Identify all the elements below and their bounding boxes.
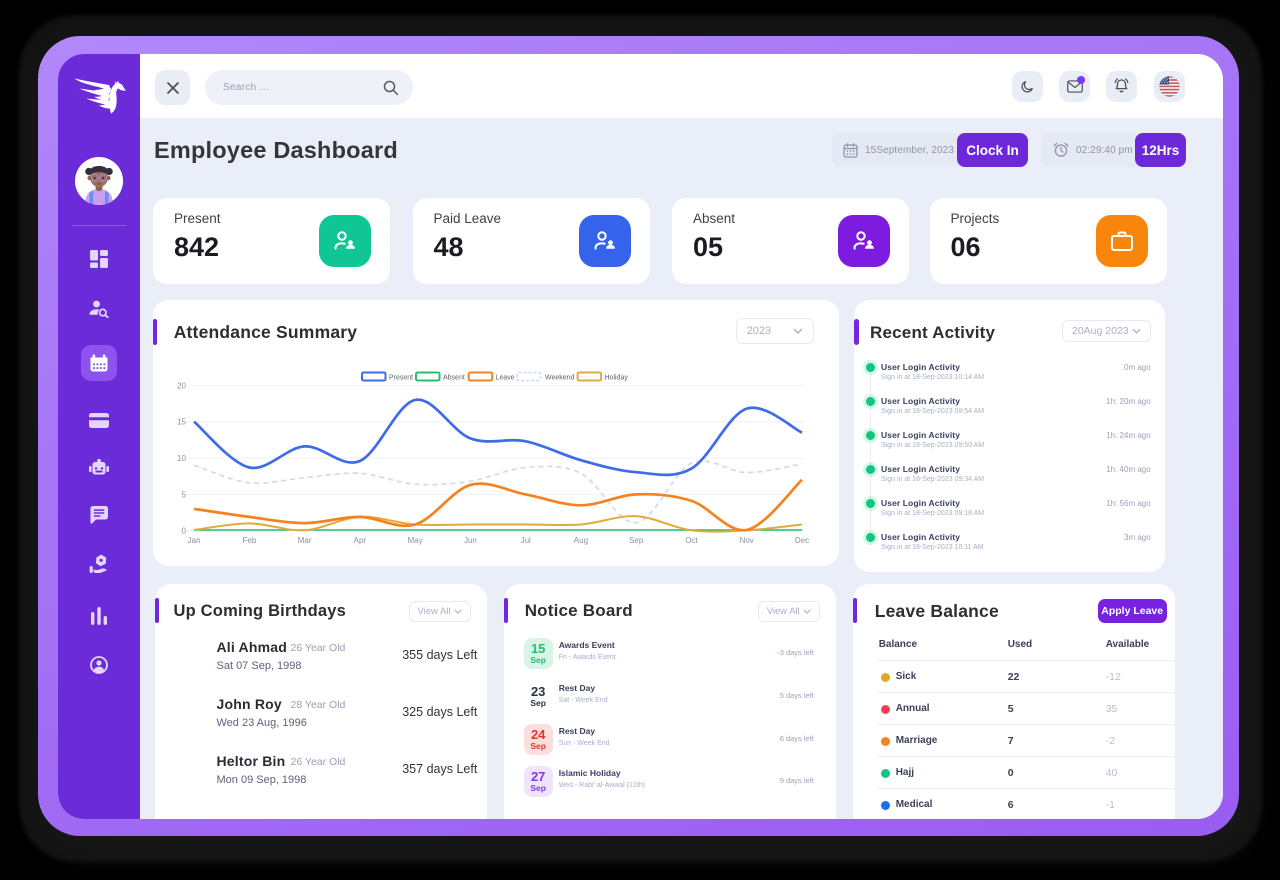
svg-text:Apr: Apr (353, 536, 366, 545)
svg-text:10: 10 (177, 454, 186, 463)
svg-text:Jul: Jul (520, 536, 530, 545)
svg-text:Dec: Dec (795, 536, 809, 545)
svg-text:Leave: Leave (495, 375, 514, 382)
svg-text:Aug: Aug (573, 536, 587, 545)
svg-text:Feb: Feb (242, 536, 256, 545)
svg-text:Absent: Absent (443, 375, 465, 382)
svg-text:Jan: Jan (187, 536, 200, 545)
svg-text:Sep: Sep (629, 536, 644, 545)
svg-text:20: 20 (177, 381, 186, 390)
svg-text:5: 5 (181, 490, 186, 499)
svg-text:0: 0 (181, 527, 186, 536)
svg-text:15: 15 (177, 418, 186, 427)
svg-text:Mar: Mar (297, 536, 311, 545)
svg-text:Present: Present (389, 375, 413, 382)
svg-text:Holiday: Holiday (604, 375, 628, 382)
svg-text:May: May (407, 536, 422, 545)
svg-text:Jun: Jun (464, 536, 477, 545)
svg-text:Weekend: Weekend (545, 375, 575, 382)
svg-text:Nov: Nov (739, 536, 753, 545)
svg-text:Oct: Oct (685, 536, 698, 545)
